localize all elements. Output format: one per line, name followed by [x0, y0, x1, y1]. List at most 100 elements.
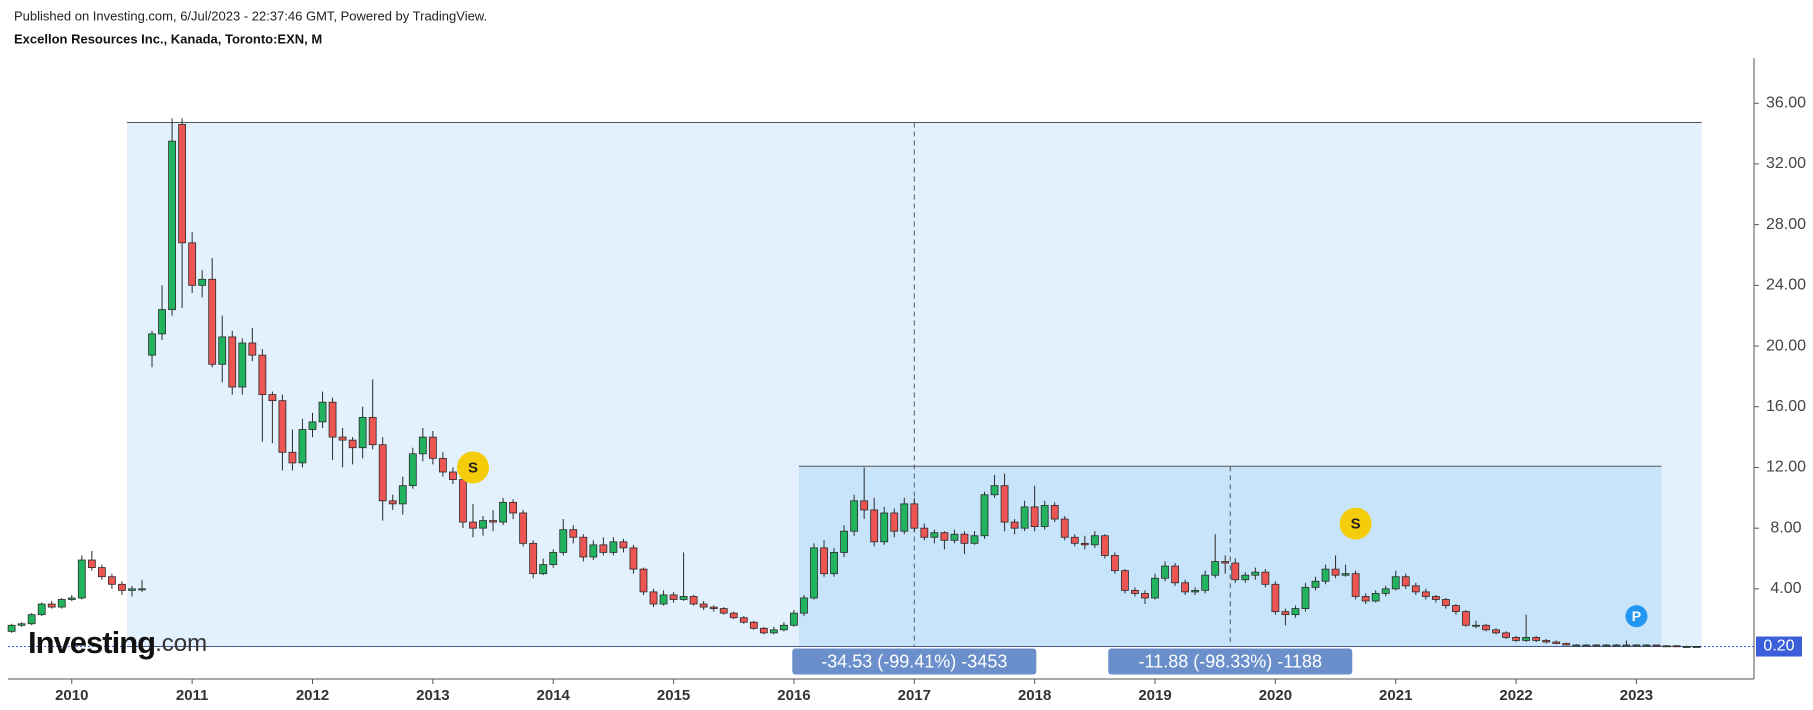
candle-body	[308, 421, 317, 430]
y-tick-label: 16.00	[1766, 398, 1806, 415]
candle-body	[1441, 599, 1450, 606]
candle-body	[1602, 644, 1611, 647]
measure-label-box	[792, 648, 1037, 675]
candle-body	[1201, 574, 1210, 591]
candle-body	[138, 588, 146, 591]
candle-body	[890, 512, 899, 532]
candle-body	[218, 336, 227, 365]
candle-body	[87, 559, 96, 569]
candle-body	[870, 509, 879, 543]
candle-body	[57, 599, 66, 608]
candle-body	[649, 591, 658, 605]
candle-body	[1040, 504, 1049, 528]
x-tick-label: 2021	[1379, 687, 1412, 704]
candle-body	[1191, 589, 1200, 593]
marker	[1339, 507, 1372, 540]
candle-body	[1151, 577, 1159, 599]
published-note: Published on Investing.com, 6/Jul/2023 -…	[14, 8, 487, 23]
candle-body	[37, 603, 46, 616]
candle-body	[1492, 629, 1500, 634]
candle-body	[850, 500, 859, 532]
candle-body	[188, 242, 197, 286]
last-price-label: 0.20	[1763, 638, 1794, 655]
candle-body	[1482, 624, 1490, 631]
candle-body	[1060, 518, 1069, 538]
candle-body	[1321, 568, 1330, 582]
measure-label: -11.88 (-98.33%) -1188	[1139, 651, 1322, 671]
candle-body	[669, 594, 678, 600]
candle-body	[960, 533, 969, 544]
y-tick-label: 8.00	[1770, 519, 1801, 536]
candle-body	[509, 501, 518, 514]
candle-body	[408, 453, 417, 487]
candle-body	[1341, 573, 1350, 576]
candle-body	[228, 336, 237, 388]
candle-body	[338, 436, 347, 441]
x-tick-label: 2019	[1138, 687, 1171, 704]
candle-body	[1552, 641, 1561, 644]
candle-body	[780, 624, 788, 631]
measure-label: -34.53 (-99.41%) -3453	[821, 651, 1007, 671]
logo-suffix: .com	[155, 630, 207, 657]
candle-body	[719, 608, 728, 614]
candle-body	[619, 541, 628, 549]
candle-body	[1512, 637, 1520, 641]
x-tick-label: 2018	[1018, 687, 1051, 704]
candle-body	[769, 629, 778, 634]
candle-body	[1090, 535, 1099, 546]
candle-body	[759, 627, 768, 634]
candle-body	[469, 521, 477, 529]
candle-body	[449, 471, 457, 480]
candle-body	[1361, 596, 1370, 602]
candle-body	[840, 530, 848, 553]
candle-body	[128, 588, 136, 591]
candle-body	[1311, 580, 1320, 588]
candle-body	[1682, 646, 1691, 648]
candle-body	[248, 342, 257, 356]
candle-body	[1401, 576, 1410, 587]
candle-body	[1381, 588, 1390, 594]
marker-label: S	[468, 459, 478, 476]
candle-body	[1030, 506, 1039, 528]
candle-body	[428, 436, 437, 459]
candle-body	[900, 503, 909, 532]
candle-body	[1452, 605, 1460, 613]
candle-body	[1271, 583, 1280, 613]
candle-body	[328, 401, 337, 438]
candle-body	[238, 342, 247, 388]
logo: Investing.com	[28, 625, 207, 660]
candle-body	[1231, 562, 1240, 581]
candle-body	[278, 400, 287, 453]
candle-body	[1572, 644, 1581, 647]
candle-body	[1652, 644, 1661, 647]
candle-body	[1371, 593, 1380, 602]
candle-body	[358, 416, 367, 449]
candle-body	[1221, 561, 1230, 564]
candle-body	[1632, 644, 1641, 647]
candle-body	[158, 309, 166, 335]
x-tick-label: 2015	[657, 687, 690, 704]
candle-body	[1080, 542, 1089, 546]
candle-body	[980, 494, 989, 537]
candle-body	[930, 532, 939, 538]
candle-body	[639, 568, 648, 593]
candle-body	[800, 597, 808, 614]
candle-body	[1351, 573, 1360, 597]
candle-body	[1592, 644, 1601, 647]
marker-label: P	[1632, 608, 1641, 624]
candle-body	[1291, 608, 1300, 616]
candle-body	[1662, 645, 1671, 648]
candle-body	[629, 547, 638, 570]
candle-body	[599, 544, 608, 553]
candle-body	[27, 614, 36, 625]
candle-body	[810, 547, 818, 599]
candle-body	[579, 536, 588, 558]
candle-body	[1131, 589, 1139, 594]
candle-body	[790, 612, 798, 626]
candle-body	[1612, 644, 1621, 647]
candle-body	[388, 500, 397, 505]
y-tick-label: 4.00	[1770, 580, 1801, 597]
candle-body	[77, 559, 86, 599]
candle-body	[1411, 585, 1420, 593]
